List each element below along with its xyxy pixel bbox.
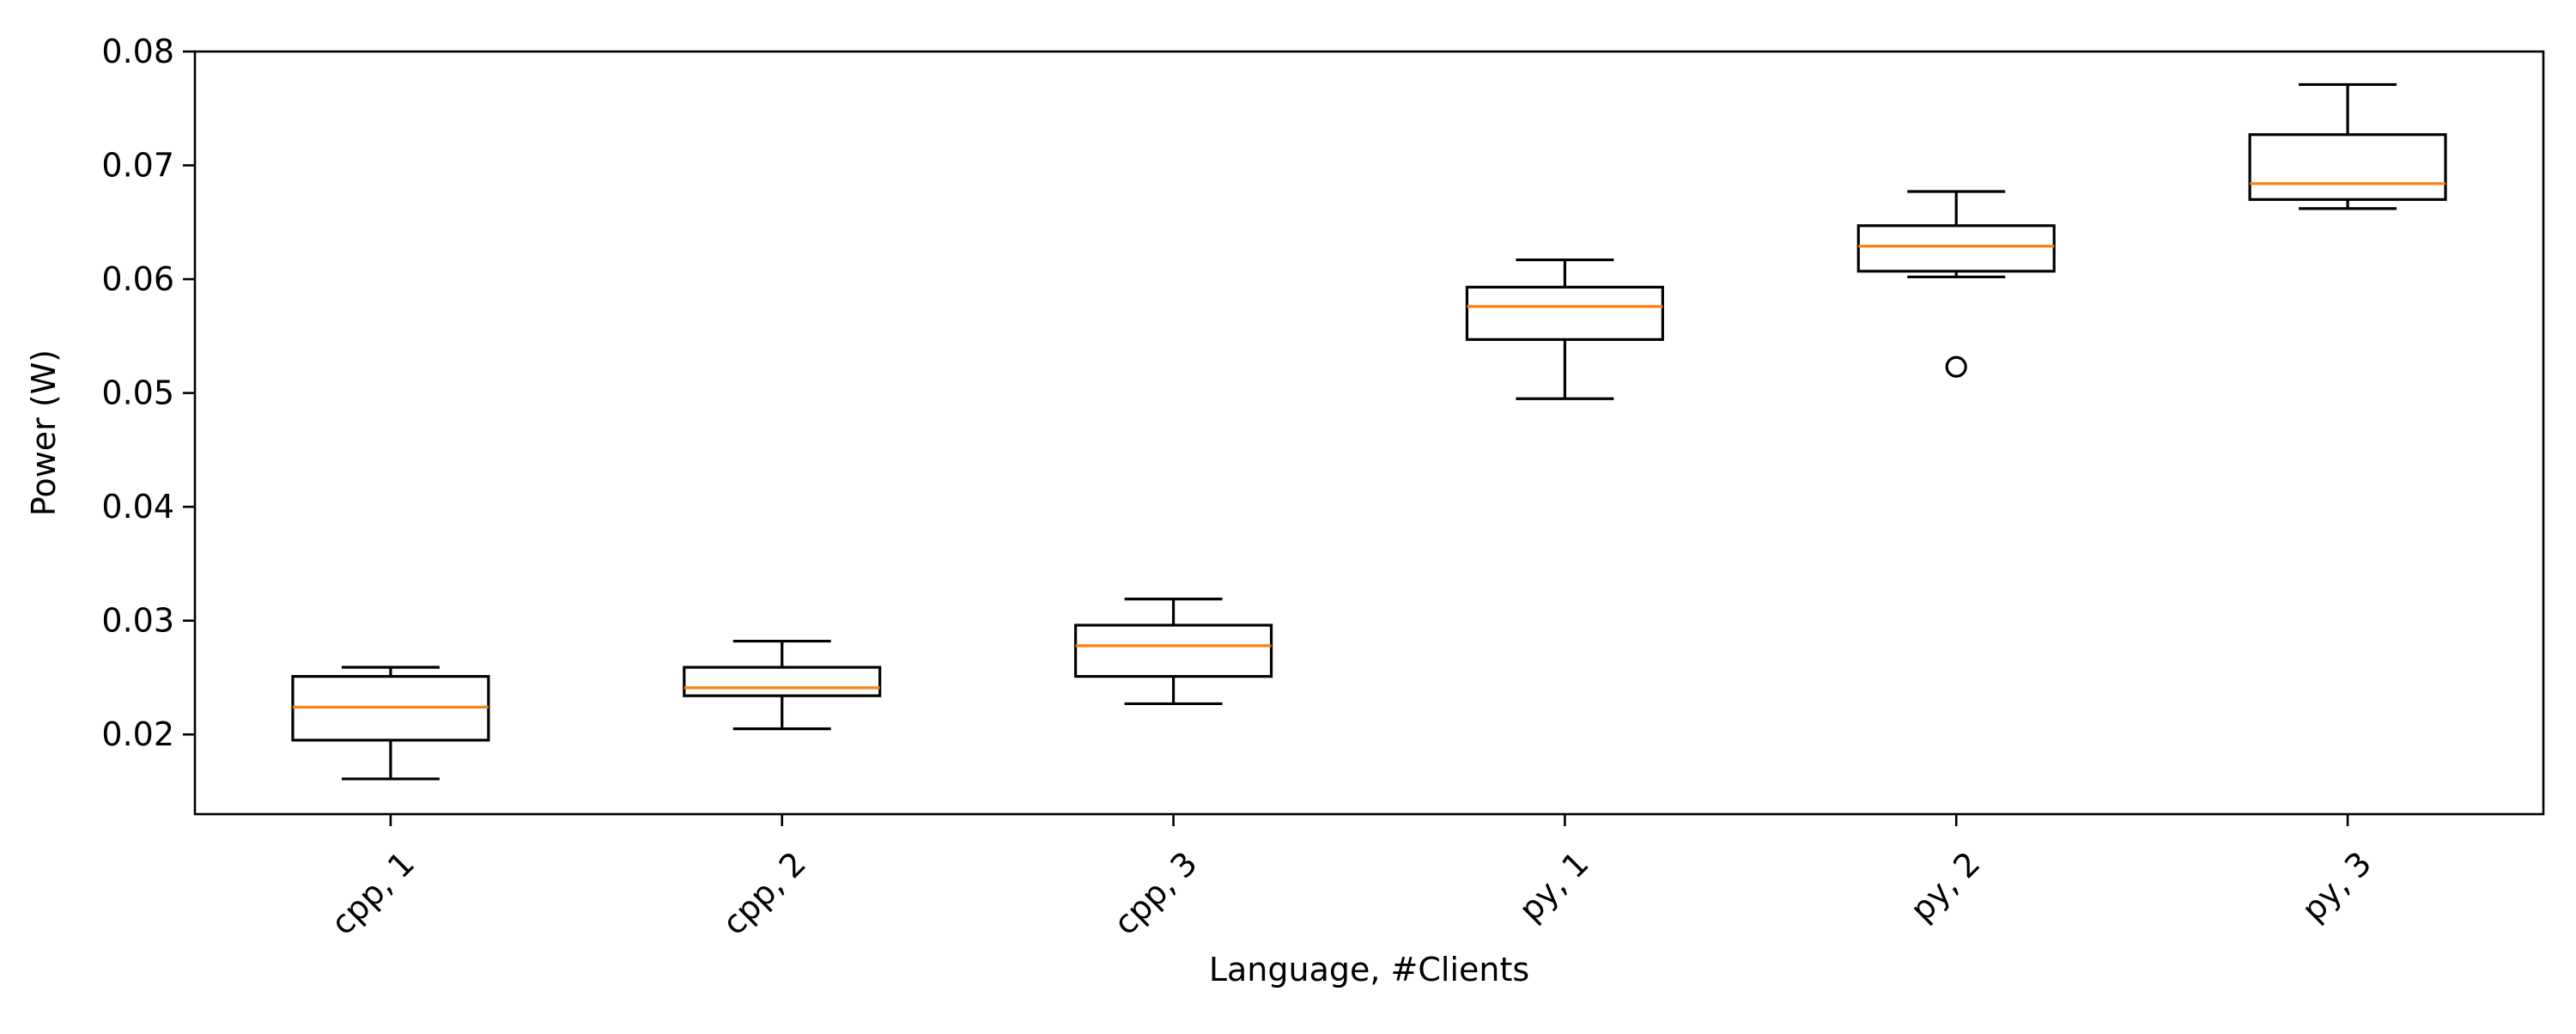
box-group: [2248, 82, 2447, 210]
box-group: [683, 639, 882, 731]
box-group: [1856, 190, 2056, 378]
box-iqr: [1856, 224, 2056, 273]
box-group: [291, 666, 490, 781]
box-iqr: [1465, 285, 1664, 341]
box-iqr: [683, 666, 882, 697]
y-tick-label: 0.08: [101, 33, 174, 70]
y-tick-label: 0.05: [101, 374, 174, 412]
y-axis-label: Power (W): [25, 350, 63, 516]
box-iqr: [2248, 133, 2447, 201]
y-tick-label: 0.07: [101, 147, 174, 185]
outlier-point: [1945, 356, 1967, 378]
plot-layer: [291, 82, 2447, 781]
box-group: [1074, 597, 1273, 706]
y-tick-label: 0.03: [101, 602, 174, 640]
y-tick-label: 0.04: [101, 488, 174, 526]
plot-frame: [193, 50, 2545, 816]
y-tick-label: 0.02: [101, 715, 174, 753]
x-axis-label: Language, #Clients: [1209, 951, 1529, 988]
box-group: [1465, 258, 1664, 400]
box-iqr: [1074, 623, 1273, 678]
y-tick-label: 0.06: [101, 260, 174, 298]
